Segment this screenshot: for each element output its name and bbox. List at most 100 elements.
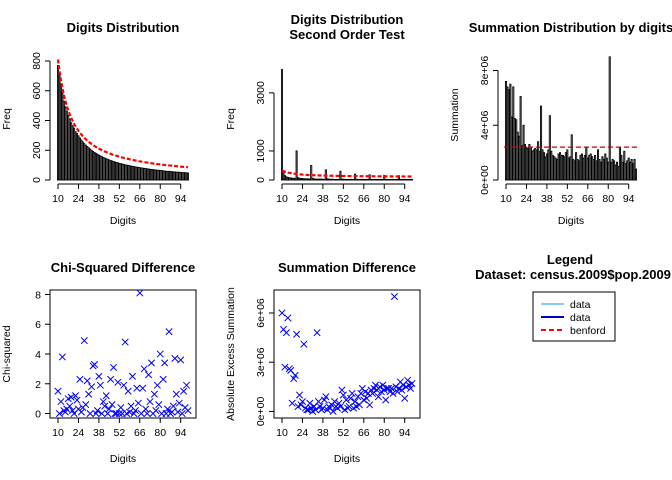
point-digit-60 [351,398,359,406]
point-digit-56 [345,402,353,411]
bar-digit-97 [632,163,635,181]
x-tick-label: 80 [154,427,166,439]
bar-digit-46 [333,178,336,181]
bar-digit-90 [621,161,624,181]
point-digit-92 [174,408,182,416]
bar-digit-35 [317,178,320,181]
point-digit-99 [408,379,416,388]
point-digit-23 [73,396,81,404]
bar-digit-12 [507,89,510,181]
point-digit-22 [295,391,304,399]
x-tick-label: 24 [73,427,85,439]
plot-box [49,289,197,419]
x-tick-label: 66 [358,193,370,205]
bar-digit-94 [179,171,182,181]
bar-digit-84 [165,170,168,181]
point-digit-11 [55,409,64,418]
bar-digit-48 [336,178,339,181]
point-digit-82 [159,375,167,383]
x-axis: 10 24 38 52 66 80 94 [276,183,411,205]
bar-digit-84 [613,160,616,181]
bar-digit-70 [368,174,371,181]
bar-digit-89 [172,171,175,181]
bar-digit-43 [329,178,332,181]
point-digit-72 [369,389,377,397]
bar-digit-34 [92,150,95,181]
bar-digit-14 [286,176,289,181]
bar-digit-53 [343,178,346,181]
x-tick-label: 66 [134,427,146,439]
bar-digit-68 [589,153,592,181]
point-digit-26 [77,408,85,416]
bar-digit-27 [529,146,532,181]
bar-digit-33 [314,178,317,181]
bar-digit-23 [523,143,527,181]
bar-digit-38 [97,154,100,181]
bar-digit-51 [116,162,119,181]
bar-digit-56 [348,178,351,181]
x-tick-label: 52 [562,193,574,205]
point-digit-51 [338,386,346,394]
bar-digit-32 [89,148,92,181]
legend-label-data-dark: data [570,312,591,324]
bar-digit-78 [156,169,159,181]
scatter-points [278,293,416,415]
bar-digit-60 [578,160,581,181]
bar-digit-37 [544,156,547,181]
bar-digit-62 [132,166,135,181]
benford-line [56,59,189,169]
bar-digit-83 [611,159,614,181]
bar-digit-67 [140,167,143,181]
bar-digit-30 [310,165,313,181]
bar-digit-26 [304,178,307,181]
bar-digit-53 [119,163,122,181]
bar-digit-36 [94,152,97,181]
y-tick-label: 1000 [255,139,267,163]
point-digit-54 [342,396,350,404]
bar-digit-39 [547,149,550,181]
bar-digit-73 [373,178,376,181]
point-digit-96 [404,376,412,384]
x-tick-label: 24 [73,193,85,205]
chart-panel-p4: Chi-Squared Difference Digits Chi-squared 0… [1,260,197,465]
bar-digit-33 [90,149,93,181]
bar-digit-41 [550,150,553,181]
bar-digit-78 [380,178,383,181]
point-digit-30 [83,377,91,385]
bar-digit-28 [83,143,86,181]
bar-digit-99 [186,172,190,181]
point-digit-77 [152,407,160,415]
bar-digit-82 [162,170,165,181]
y-tick-label: 8 [35,289,41,301]
bar-digit-39 [99,155,102,181]
bar-digit-84 [389,178,392,181]
chart-panel-p3: Summation Distribution by digits Digits Su… [449,20,672,227]
bar-digit-16 [513,117,516,181]
bar-digit-12 [283,175,286,181]
bar-digit-48 [560,154,563,181]
bar-digit-64 [359,178,362,181]
bar-digit-13 [509,83,512,181]
bar-digit-63 [358,178,361,181]
bar-digit-19 [518,135,521,181]
bar-digit-54 [345,178,348,181]
bar-digit-20 [71,125,74,181]
bar-digit-94 [627,157,630,181]
y-tick-label: 0e+00 [255,397,267,427]
bar-digit-65 [137,166,140,181]
bar-digit-60 [130,165,133,181]
bar-digit-45 [332,178,335,181]
bar-digit-77 [154,169,157,181]
bar-digit-56 [124,164,127,181]
bar-digit-43 [105,158,108,181]
chart-title: Summation Difference [278,260,416,275]
bar-digit-63 [582,157,585,181]
y-tick-label: 8e+06 [479,56,491,86]
bar-digit-42 [551,154,554,181]
point-digit-80 [156,350,164,358]
bar-digit-30 [534,148,537,181]
bar-digit-82 [386,178,389,181]
x-tick-label: 24 [297,193,309,205]
bar-digit-75 [599,161,602,181]
